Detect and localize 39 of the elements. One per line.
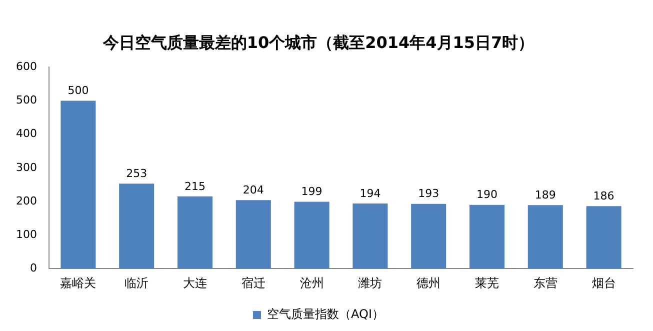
x-tick-label: 德州 [416,276,441,290]
x-tick-label: 沧州 [300,276,324,290]
x-tick-label: 大连 [182,276,207,290]
data-label: 190 [476,188,498,202]
bar [352,203,388,269]
data-label: 193 [418,187,440,200]
data-label: 199 [301,185,322,198]
x-tick-label: 烟台 [592,276,616,290]
y-tick-label: 400 [16,127,37,140]
bar [119,184,154,269]
chart-title: 今日空气质量最差的10个城市（截至2014年4月15日7时） [102,32,534,52]
legend-label: 空气质量指数（AQI） [267,307,384,322]
data-label: 215 [184,180,206,193]
bar [528,205,563,269]
x-tick-label: 宿迁 [241,276,266,290]
x-tick-label: 潍坊 [358,276,382,290]
data-label: 186 [593,190,614,203]
y-tick-label: 300 [16,160,37,174]
y-tick-label: 600 [16,60,37,74]
bar [60,100,96,269]
x-tick-label: 莱芜 [475,276,499,290]
data-label: 204 [242,183,264,196]
data-label: 253 [126,167,148,180]
bar [411,204,446,269]
y-tick-label: 0 [30,261,37,274]
data-label: 500 [68,84,89,98]
y-tick-label: 100 [16,228,37,241]
bar [294,202,330,269]
bar [236,200,271,269]
data-label: 194 [360,186,381,200]
x-tick-label: 临沂 [124,276,149,290]
bar [469,204,505,269]
bar [586,206,622,269]
x-tick-label: 嘉峪关 [60,276,96,290]
y-tick-label: 200 [16,194,37,208]
bar [177,196,213,269]
y-tick-label: 500 [16,94,37,107]
x-tick-label: 东营 [533,276,558,290]
data-label: 189 [534,188,556,202]
